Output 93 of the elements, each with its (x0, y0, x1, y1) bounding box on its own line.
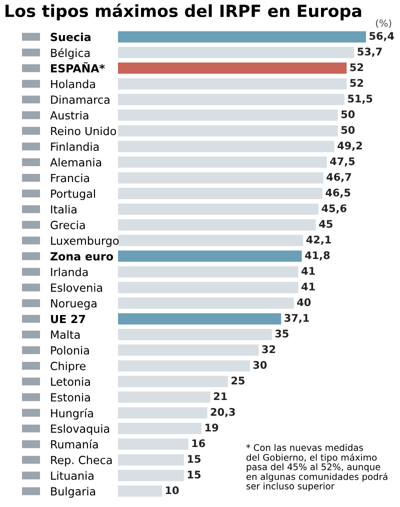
y-tick-label: Alemania (50, 158, 102, 167)
bar (118, 282, 298, 294)
bar (118, 344, 259, 356)
bar (118, 110, 338, 121)
y-tick-label: Chipre (50, 362, 86, 372)
y-tick-label: Letonia (51, 377, 90, 386)
bar (118, 328, 272, 340)
data-label: 52 (350, 63, 364, 72)
data-label: 37,1 (284, 314, 309, 324)
y-tick-label: Bulgaria (51, 486, 96, 498)
bar (118, 376, 228, 388)
bar (118, 234, 304, 246)
data-label: 32 (262, 345, 276, 354)
bar (118, 94, 344, 106)
data-label: 46,5 (326, 188, 350, 198)
y-tick-label: Holanda (51, 80, 95, 88)
y-tick-label: Francia (51, 174, 89, 182)
y-tick-label: Malta (51, 330, 80, 339)
bar (118, 298, 294, 309)
y-tick-label: Lituania (51, 471, 94, 480)
data-label: 35 (275, 330, 288, 338)
y-tick-label: ESPAÑA* (51, 62, 105, 73)
y-tick-label: Eslovaquia (51, 424, 110, 436)
bar (118, 78, 347, 90)
data-label: 50 (341, 110, 355, 118)
text: (%) (376, 19, 392, 28)
y-tick-label: Reino Unido (51, 126, 116, 136)
data-label: 41,8 (305, 251, 330, 261)
bar (118, 46, 354, 58)
y-tick-label: Estonia (51, 392, 90, 402)
bar (118, 125, 338, 136)
data-label: 20,3 (210, 408, 235, 418)
y-tick-label: Austria (50, 110, 88, 120)
data-label: 16 (192, 439, 206, 448)
y-tick-label: UE 27 (51, 314, 86, 324)
bar (118, 313, 282, 324)
y-tick-label: Polonia (51, 346, 89, 355)
data-label: 30 (253, 360, 267, 369)
y-tick-label: Finlandia (51, 142, 99, 151)
y-tick-label: Italia (51, 204, 76, 214)
bar (118, 140, 334, 152)
data-label: 47,5 (330, 157, 355, 167)
data-label: 45,6 (322, 204, 346, 214)
y-tick-label: Rep. Checa (51, 456, 112, 466)
bar (118, 172, 324, 184)
data-label: 25 (232, 376, 244, 385)
chart-title: Los tipos máximos del IRPF en Europa (6, 4, 362, 20)
bar (118, 266, 298, 278)
data-label: 40 (297, 298, 311, 306)
y-tick-label: Irlanda (51, 268, 88, 276)
data-label: 45 (319, 220, 332, 228)
data-label: 15 (188, 455, 201, 463)
bar (118, 62, 347, 74)
bar (118, 438, 188, 450)
y-tick-label: Portugal (51, 189, 95, 200)
data-label: 19 (206, 424, 218, 432)
bar (118, 204, 319, 215)
y-tick-label: Eslovenia (51, 283, 102, 292)
annotation: * Con las nuevas medidas del Gobierno, el tipo máximo pasa del 45% al 52%, aunque en algunas comunidades podrá ser incluso superior (246, 444, 388, 492)
y-tick-label: Noruega (51, 299, 96, 310)
bar (118, 188, 322, 200)
y-tick-label: Luxemburgo (51, 236, 119, 248)
data-label: 10 (166, 486, 179, 494)
y-tick-label: Grecia (50, 220, 85, 230)
y-tick-label: Rumanía (51, 440, 98, 449)
bar (118, 470, 184, 482)
y-tick-label: Zona euro (50, 252, 114, 261)
data-label: 41 (302, 282, 315, 290)
data-label: 50 (341, 126, 355, 134)
bar (118, 407, 208, 418)
bar (118, 250, 302, 262)
bar (118, 31, 366, 42)
bar (118, 219, 316, 230)
bar (118, 422, 202, 434)
bar (118, 454, 184, 466)
data-label: 15 (188, 470, 201, 479)
data-label: 51,5 (348, 94, 372, 104)
data-label: 56,4 (370, 32, 394, 42)
bar (118, 392, 210, 403)
y-tick-label: Suecia (50, 32, 90, 42)
y-tick-label: Dinamarca (51, 95, 110, 104)
data-label: 41 (302, 267, 315, 275)
data-label: 42,1 (306, 236, 331, 245)
bar (118, 360, 250, 372)
bar (118, 486, 162, 497)
data-label: 53,7 (358, 48, 382, 57)
y-tick-label: Hungría (51, 408, 93, 420)
data-label: 21 (214, 392, 227, 400)
bar (118, 156, 327, 168)
data-label: 49,2 (338, 142, 362, 151)
y-tick-label: Bélgica (51, 48, 90, 60)
data-label: 46,7 (326, 172, 351, 182)
data-label: 52 (350, 78, 364, 87)
